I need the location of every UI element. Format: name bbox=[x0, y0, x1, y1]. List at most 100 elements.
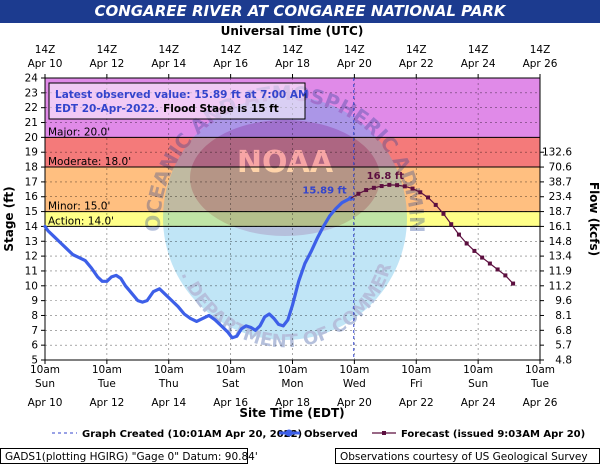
bottom-tick-day: Sun bbox=[468, 378, 488, 390]
left-tick-label: 22 bbox=[25, 102, 38, 114]
right-tick-label: 6.8 bbox=[555, 325, 572, 337]
bottom-tick-time: 10am bbox=[339, 364, 369, 376]
bottom-tick-day: Fri bbox=[410, 378, 423, 390]
bottom-tick-date: Apr 14 bbox=[151, 397, 186, 409]
top-tick-label-line1: 14Z bbox=[220, 44, 241, 56]
right-tick-label: 5.7 bbox=[555, 340, 572, 352]
top-tick-label-line1: 14Z bbox=[530, 44, 551, 56]
bottom-tick-time: 10am bbox=[277, 364, 307, 376]
left-tick-label: 8 bbox=[31, 310, 38, 322]
left-tick-label: 20 bbox=[25, 132, 38, 144]
legend: Graph Created (10:01AM Apr 20, 2022) Obs… bbox=[52, 429, 585, 440]
bottom-tick-date: Apr 20 bbox=[337, 397, 372, 409]
bottom-tick-day: Tue bbox=[97, 378, 116, 390]
left-tick-label: 9 bbox=[31, 295, 38, 307]
left-tick-label: 17 bbox=[25, 176, 38, 188]
top-tick-label-line2: Apr 16 bbox=[213, 58, 248, 70]
top-tick-label-line1: 14Z bbox=[35, 44, 56, 56]
category-label-major: Major: 20.0' bbox=[48, 126, 110, 138]
watermark-globe bbox=[163, 96, 407, 340]
top-tick-label-line2: Apr 26 bbox=[523, 58, 558, 70]
forecast-point bbox=[364, 188, 369, 193]
left-tick-label: 6 bbox=[31, 340, 38, 352]
left-tick-label: 15 bbox=[25, 206, 38, 218]
forecast-peak-label: 16.8 ft bbox=[367, 171, 405, 182]
forecast-line bbox=[350, 184, 514, 284]
top-axis-title: Universal Time (UTC) bbox=[221, 24, 364, 38]
bottom-tick-date: Apr 10 bbox=[28, 397, 63, 409]
bottom-tick-time: 10am bbox=[30, 364, 60, 376]
legend-forecast-marker bbox=[382, 431, 386, 435]
legend-observed-label: Observed bbox=[304, 429, 358, 440]
left-tick-label: 12 bbox=[25, 251, 38, 263]
left-tick-label: 11 bbox=[25, 265, 38, 277]
forecast-point bbox=[410, 186, 415, 191]
forecast-point bbox=[487, 261, 492, 266]
legend-created-label: Graph Created (10:01AM Apr 20, 2022) bbox=[82, 429, 302, 440]
forecast-point bbox=[379, 184, 384, 189]
right-tick-label: 132.6 bbox=[542, 147, 572, 159]
left-tick-label: 16 bbox=[25, 191, 39, 203]
right-tick-label: 38.7 bbox=[549, 176, 572, 188]
right-tick-label: 14.8 bbox=[549, 236, 572, 248]
observed-value-label: 15.89 ft bbox=[302, 185, 346, 196]
bottom-tick-date: Apr 16 bbox=[213, 397, 248, 409]
chart-title: CONGAREE RIVER AT CONGAREE NATIONAL PARK bbox=[0, 0, 600, 23]
right-tick-label: 16.1 bbox=[549, 221, 572, 233]
bottom-tick-date: Apr 22 bbox=[399, 397, 434, 409]
bottom-tick-date: Apr 24 bbox=[461, 397, 496, 409]
right-tick-label: 11.2 bbox=[549, 280, 572, 292]
bottom-tick-date: Apr 12 bbox=[89, 397, 124, 409]
left-tick-label: 5 bbox=[31, 355, 38, 367]
left-tick-label: 19 bbox=[25, 147, 38, 159]
forecast-point bbox=[464, 241, 469, 246]
info-line2-date: EDT 20-Apr-2022. bbox=[55, 103, 159, 115]
right-tick-label: 8.1 bbox=[555, 310, 572, 322]
forecast-point bbox=[511, 281, 516, 286]
forecast-point bbox=[480, 255, 485, 260]
top-tick-label-line2: Apr 24 bbox=[461, 58, 496, 70]
forecast-point bbox=[456, 232, 461, 237]
series-group bbox=[43, 182, 516, 340]
forecast-point bbox=[371, 185, 376, 190]
observed-line bbox=[43, 196, 353, 340]
left-tick-label: 10 bbox=[25, 280, 38, 292]
category-label-action: Action: 14.0' bbox=[48, 215, 114, 227]
top-tick-label-line1: 14Z bbox=[468, 44, 489, 56]
top-tick-label-line2: Apr 20 bbox=[337, 58, 372, 70]
bottom-tick-time: 10am bbox=[216, 364, 246, 376]
right-tick-label: 23.4 bbox=[549, 191, 573, 203]
top-tick-label-line1: 14Z bbox=[344, 44, 365, 56]
left-tick-label: 21 bbox=[25, 117, 38, 129]
left-tick-label: 14 bbox=[25, 221, 39, 233]
bottom-tick-day: Sun bbox=[35, 378, 55, 390]
info-box-frame bbox=[48, 82, 306, 120]
bottom-tick-time: 10am bbox=[92, 364, 122, 376]
watermark-noaa: NOAA bbox=[237, 145, 334, 180]
right-tick-label: 9.6 bbox=[555, 295, 572, 307]
bottom-tick-time: 10am bbox=[525, 364, 555, 376]
legend-observed-marker bbox=[285, 429, 293, 437]
bottom-tick-time: 10am bbox=[401, 364, 431, 376]
datum-footer: GADS1(plotting HGIRG) "Gage 0" Datum: 90… bbox=[0, 448, 258, 464]
bottom-tick-time: 10am bbox=[463, 364, 493, 376]
info-line1: Latest observed value: 15.89 ft at 7:00 … bbox=[55, 89, 308, 101]
flood-category-labels: Major: 20.0' Moderate: 18.0' Minor: 15.0' A… bbox=[48, 126, 131, 227]
right-tick-label: 11.9 bbox=[549, 265, 572, 277]
category-label-minor: Minor: 15.0' bbox=[48, 201, 110, 213]
info-box: Latest observed value: 15.89 ft at 7:00 … bbox=[48, 82, 308, 120]
bottom-tick-time: 10am bbox=[154, 364, 184, 376]
left-tick-label: 13 bbox=[25, 236, 38, 248]
grid-lines bbox=[45, 78, 540, 360]
band-moderate bbox=[45, 137, 540, 168]
bottom-tick-day: Sat bbox=[222, 378, 239, 390]
legend-forecast-label: Forecast (issued 9:03AM Apr 20) bbox=[401, 429, 585, 440]
axis-labels: 5 6 7 8 9 10 11 12 13 14 15 16 17 18 19 20 21 22 23 24 4.8 5.… bbox=[25, 44, 573, 409]
top-tick-label-line1: 14Z bbox=[282, 44, 303, 56]
forecast-point bbox=[387, 182, 392, 187]
bottom-tick-date: Apr 26 bbox=[523, 397, 558, 409]
top-tick-label-line1: 14Z bbox=[158, 44, 179, 56]
forecast-point bbox=[418, 190, 423, 195]
left-tick-label: 18 bbox=[25, 162, 38, 174]
